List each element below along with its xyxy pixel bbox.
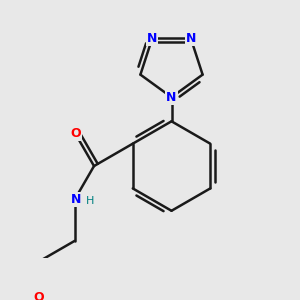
Text: N: N: [166, 91, 177, 104]
Text: O: O: [34, 291, 44, 300]
Text: N: N: [71, 193, 82, 206]
Text: O: O: [70, 127, 81, 140]
Text: N: N: [185, 32, 196, 45]
Text: N: N: [147, 32, 158, 45]
Text: H: H: [86, 196, 94, 206]
